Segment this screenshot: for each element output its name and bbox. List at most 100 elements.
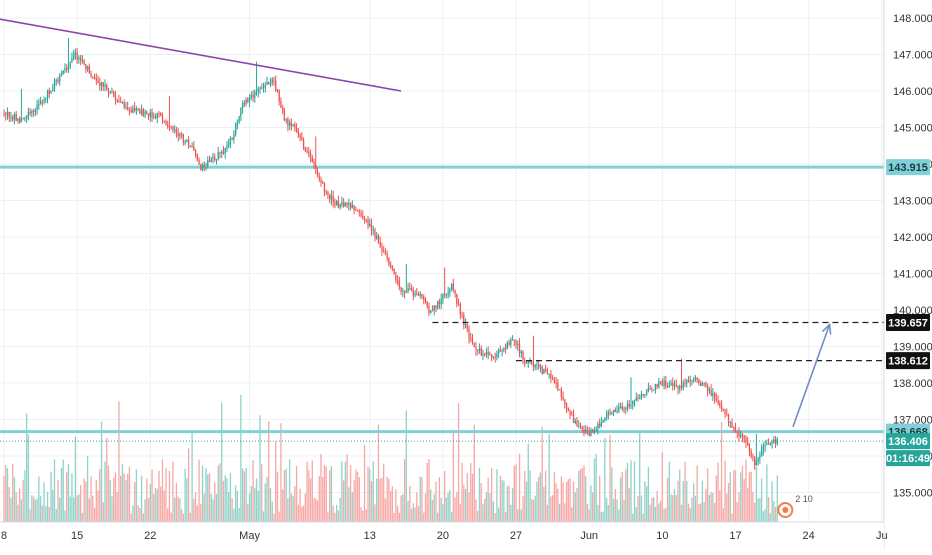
volume-bar [515, 464, 517, 522]
target-badge-text: 138.612 [888, 356, 928, 368]
candle-body [323, 183, 326, 192]
candle-body [705, 382, 707, 386]
candle-body [266, 82, 268, 85]
candle-body [567, 407, 569, 411]
volume-bar [403, 459, 406, 522]
candle-body [456, 293, 458, 305]
volume-bar [649, 504, 651, 522]
candle-body [71, 58, 73, 63]
candle-body [140, 109, 143, 114]
drawings[interactable] [0, 18, 884, 428]
candle-body [175, 129, 178, 133]
volume-bar [363, 444, 366, 522]
candle-body [437, 301, 439, 308]
trendline[interactable] [0, 18, 402, 92]
volume-bar [461, 462, 463, 522]
candle-body [649, 388, 651, 390]
candle-body [222, 151, 225, 154]
volume-bar [562, 482, 564, 522]
candle-body [435, 305, 437, 308]
volume-bar [491, 467, 493, 522]
volume-bar [682, 481, 684, 522]
candle-body [6, 112, 9, 115]
candle-body [654, 384, 657, 390]
candle-body [231, 137, 233, 140]
y-tick-label: 148.000 [893, 13, 932, 25]
volume-bar [25, 413, 28, 522]
volume-bar [24, 470, 26, 522]
candle-body [200, 164, 202, 170]
volume-bar [311, 460, 313, 522]
candle-body [759, 456, 761, 459]
volume-bar [221, 402, 223, 522]
volume-bar [764, 509, 766, 522]
candle-body [574, 420, 576, 423]
candle-body [673, 384, 676, 387]
candle-body [55, 79, 57, 81]
volume-bar [710, 492, 712, 522]
volume-bar [510, 504, 512, 522]
horizontal-levels[interactable] [0, 165, 884, 442]
volume-bar [405, 410, 407, 522]
candle-body [576, 420, 578, 427]
candle-body [734, 427, 737, 432]
candle-body [468, 329, 470, 339]
candle-body [471, 339, 474, 345]
event-marker-icon[interactable] [777, 502, 794, 518]
volume-bar [600, 512, 603, 522]
candle-body [92, 76, 94, 78]
candle-body [362, 215, 364, 219]
volume-bar [313, 498, 315, 522]
price-axis[interactable]: 135.000136.000137.000138.000139.000140.0… [883, 0, 932, 550]
volume-bar [468, 492, 470, 522]
candle-body [259, 87, 261, 89]
candle-body [288, 122, 291, 126]
candle-body [539, 366, 542, 368]
volume-bar [201, 465, 204, 522]
volume-bar [628, 487, 630, 522]
volume-bar [508, 485, 510, 522]
volume-bar [618, 509, 620, 522]
volume-bar [348, 487, 350, 522]
candle-body [52, 88, 54, 91]
volume-bar [316, 500, 319, 522]
volume-bar [71, 473, 73, 522]
candle-body [304, 148, 306, 151]
candle-body [306, 150, 308, 153]
candle-body [302, 139, 305, 149]
candle-body [85, 64, 87, 70]
candle-body [268, 82, 270, 84]
volume-bar [445, 497, 448, 522]
volume-bar [236, 491, 239, 522]
candle-body [504, 347, 507, 349]
volume-bar [205, 468, 207, 522]
candle-body [588, 431, 590, 436]
candle-body [619, 406, 622, 408]
volume-bar [677, 480, 679, 522]
volume-bar [550, 496, 552, 522]
candle-body [616, 411, 618, 413]
time-axis[interactable]: 8 15 22 May 13 20 27 Jun 10 17 24 Ju [0, 521, 888, 550]
target-badge: 139.657 [886, 314, 930, 332]
volume-bar [184, 468, 186, 522]
volume-bar [522, 496, 524, 522]
x-tick-label: 27 [510, 530, 522, 542]
candle-body [487, 352, 489, 356]
candle-body [130, 110, 132, 113]
candle-body [391, 266, 394, 269]
candle-body [409, 288, 411, 290]
candle-body [572, 414, 575, 423]
candle-body [41, 101, 43, 103]
volume-bar [125, 480, 127, 522]
volume-bar [60, 467, 63, 522]
volume-bar [748, 472, 751, 522]
candle-body [424, 299, 427, 302]
projection-arrow[interactable] [792, 324, 831, 428]
volume-bar [673, 489, 676, 522]
candle-body [25, 116, 28, 119]
volume-bar [93, 507, 96, 522]
candle-body [694, 377, 697, 380]
candle-body [666, 386, 669, 388]
